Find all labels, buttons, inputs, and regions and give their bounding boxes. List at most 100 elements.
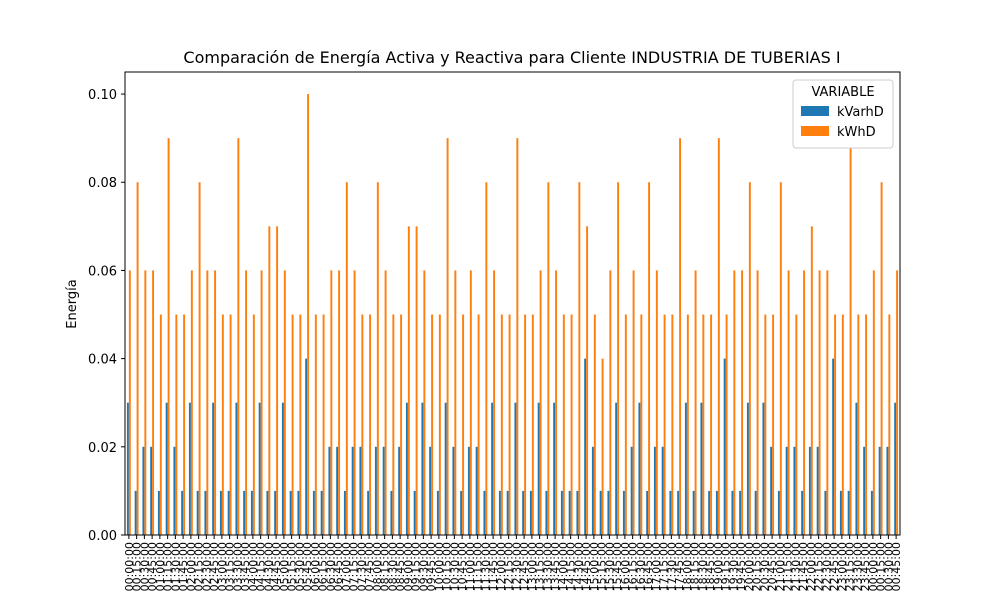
bar [374,446,377,535]
x-tick-label: 03:00:00 [216,542,229,591]
x-tick-label: 11:45:00 [487,542,500,591]
bar [653,446,656,535]
bar [392,314,395,535]
x-tick-label: 02:15:00 [193,542,206,591]
x-tick-label: 01:30:00 [169,542,182,591]
bar [144,270,147,535]
bar [343,490,346,535]
bar [816,446,819,535]
x-tick-label: 00:00:00 [123,542,136,591]
x-tick-label: 03:45:00 [239,542,252,591]
bar [245,270,248,535]
bar [793,446,796,535]
bar [700,402,703,535]
bar [134,490,137,535]
x-tick-label: 08:30:00 [386,542,399,591]
x-tick-label: 03:15:00 [224,542,237,591]
x-tick-label: 06:00:00 [309,542,322,591]
bar [152,270,155,535]
bar [810,226,813,536]
bar [537,402,540,535]
x-tick-label: 14:30:00 [572,542,585,591]
x-tick-label: 11:00:00 [464,542,477,591]
x-tick-label: 19:30:00 [727,542,740,591]
x-tick-label: 22:45:00 [828,542,841,591]
bar [522,490,525,535]
x-tick-label: 23:45:00 [859,542,872,591]
y-tick-label: 0.10 [88,88,117,103]
x-tick-label: 07:15:00 [348,542,361,591]
bar [361,314,364,535]
bar [894,402,897,535]
bar [369,314,372,535]
x-tick-label: 13:30:00 [541,542,554,591]
bar [638,402,641,535]
bar [818,270,821,535]
bar [826,270,829,535]
bar [438,314,441,535]
chart-title: Comparación de Energía Activa y Reactiva… [183,48,840,67]
bar [692,490,695,535]
bar [661,446,664,535]
bar [398,446,401,535]
bar [128,270,131,535]
bar [446,138,449,535]
x-tick-label: 01:00:00 [154,542,167,591]
bar [756,270,759,535]
bar [491,402,494,535]
bar [609,270,612,535]
bar [516,138,519,535]
bar [506,490,509,535]
x-tick-label: 01:15:00 [162,542,175,591]
bar [787,270,790,535]
bar [328,446,331,535]
bar [739,490,742,535]
bar [460,490,463,535]
bar [857,314,860,535]
legend-swatch [801,106,829,116]
bar [607,490,610,535]
bar [314,314,317,535]
bar [832,358,835,535]
bar [196,490,199,535]
x-tick-label: 00:30:00 [882,542,895,591]
x-tick-label: 20:45:00 [766,542,779,591]
x-tick-label: 19:15:00 [720,542,733,591]
x-tick-label: 14:15:00 [565,542,578,591]
x-tick-label: 20:30:00 [758,542,771,591]
bar [338,270,341,535]
bar [803,270,806,535]
bar [870,490,873,535]
bar [175,314,178,535]
bar [764,314,767,535]
x-tick-label: 07:45:00 [363,542,376,591]
bar [671,314,674,535]
bar [640,314,643,535]
bar [708,490,711,535]
y-axis-label: Energía [65,279,80,328]
bar [630,446,633,535]
bar [423,270,426,535]
bar [593,314,596,535]
bar [617,182,620,535]
bar [198,182,201,535]
x-tick-label: 11:15:00 [472,542,485,591]
x-tick-label: 06:15:00 [317,542,330,591]
bar [173,446,176,535]
x-tick-label: 09:00:00 [402,542,415,591]
x-tick-label: 08:00:00 [371,542,384,591]
x-tick-label: 13:15:00 [534,542,547,591]
bar [305,358,308,535]
bar [568,490,571,535]
x-tick-label: 05:45:00 [301,542,314,591]
bar [748,182,751,535]
x-tick-label: 12:15:00 [503,542,516,591]
bar [762,402,765,535]
x-tick-label: 08:15:00 [379,542,392,591]
bar [266,490,269,535]
bar [779,182,782,535]
x-tick-label: 21:15:00 [782,542,795,591]
bar [733,270,736,535]
bar [283,270,286,535]
